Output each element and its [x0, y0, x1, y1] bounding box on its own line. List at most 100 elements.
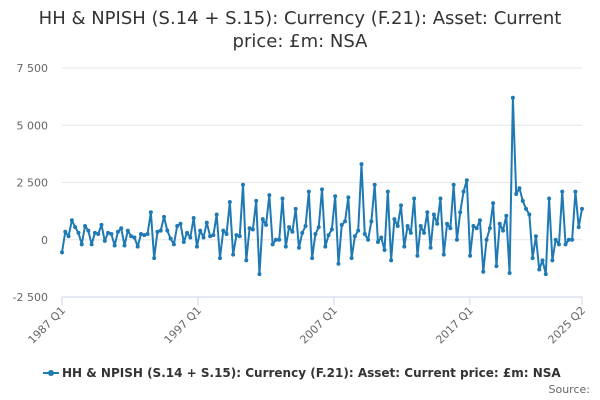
data-point[interactable] — [494, 264, 499, 269]
data-point[interactable] — [204, 220, 209, 225]
data-point[interactable] — [280, 196, 285, 201]
data-point[interactable] — [287, 225, 292, 230]
data-point[interactable] — [224, 232, 229, 237]
data-point[interactable] — [408, 230, 413, 235]
data-point[interactable] — [491, 201, 496, 206]
data-point[interactable] — [349, 256, 354, 261]
data-point[interactable] — [326, 233, 331, 238]
data-point[interactable] — [303, 224, 308, 229]
data-point[interactable] — [392, 217, 397, 222]
data-point[interactable] — [553, 237, 558, 242]
data-point[interactable] — [283, 244, 288, 249]
data-point[interactable] — [221, 228, 226, 233]
data-point[interactable] — [320, 187, 324, 192]
data-point[interactable] — [547, 196, 552, 201]
data-point[interactable] — [76, 230, 81, 235]
data-point[interactable] — [458, 210, 463, 215]
data-point[interactable] — [398, 203, 403, 208]
data-point[interactable] — [379, 235, 384, 240]
data-point[interactable] — [418, 224, 423, 229]
data-point[interactable] — [234, 233, 239, 238]
data-point[interactable] — [191, 216, 196, 220]
data-point[interactable] — [382, 248, 387, 253]
data-point[interactable] — [405, 224, 410, 229]
data-point[interactable] — [201, 235, 206, 240]
data-point[interactable] — [188, 235, 193, 240]
data-point[interactable] — [194, 244, 199, 249]
data-point[interactable] — [293, 206, 298, 211]
data-point[interactable] — [244, 258, 249, 263]
data-point[interactable] — [86, 228, 91, 233]
data-point[interactable] — [510, 95, 515, 100]
data-point[interactable] — [211, 233, 216, 238]
data-point[interactable] — [524, 206, 529, 211]
data-point[interactable] — [402, 244, 407, 249]
data-point[interactable] — [517, 186, 522, 191]
data-point[interactable] — [135, 244, 140, 249]
data-point[interactable] — [366, 237, 371, 242]
data-point[interactable] — [267, 193, 272, 198]
data-point[interactable] — [115, 229, 120, 234]
data-point[interactable] — [247, 226, 252, 231]
data-point[interactable] — [122, 243, 127, 248]
data-point[interactable] — [563, 242, 568, 247]
data-point[interactable] — [323, 244, 328, 249]
data-point[interactable] — [474, 226, 479, 231]
data-point[interactable] — [237, 234, 242, 239]
data-point[interactable] — [73, 225, 78, 230]
data-point[interactable] — [296, 245, 301, 250]
data-point[interactable] — [60, 250, 64, 255]
data-point[interactable] — [481, 269, 486, 274]
data-point[interactable] — [520, 198, 525, 203]
data-point[interactable] — [310, 256, 315, 261]
data-point[interactable] — [507, 270, 512, 275]
data-point[interactable] — [461, 189, 466, 194]
data-point[interactable] — [556, 242, 561, 247]
data-point[interactable] — [214, 212, 219, 217]
data-point[interactable] — [451, 182, 456, 187]
data-point[interactable] — [580, 206, 584, 211]
data-point[interactable] — [454, 237, 459, 242]
data-point[interactable] — [270, 242, 275, 247]
data-point[interactable] — [138, 232, 143, 237]
data-point[interactable] — [264, 222, 269, 227]
data-point[interactable] — [83, 224, 88, 229]
data-point[interactable] — [468, 253, 473, 258]
data-point[interactable] — [96, 232, 101, 237]
data-point[interactable] — [217, 256, 222, 261]
data-point[interactable] — [514, 191, 519, 196]
data-point[interactable] — [497, 221, 502, 226]
data-point[interactable] — [540, 258, 545, 263]
data-point[interactable] — [428, 245, 433, 250]
data-point[interactable] — [543, 272, 548, 277]
data-point[interactable] — [99, 222, 104, 227]
data-point[interactable] — [477, 218, 482, 223]
data-point[interactable] — [290, 229, 295, 234]
data-point[interactable] — [504, 213, 509, 218]
data-point[interactable] — [171, 242, 176, 247]
data-point[interactable] — [533, 234, 538, 239]
data-point[interactable] — [257, 272, 262, 277]
data-point[interactable] — [389, 258, 394, 263]
data-point[interactable] — [313, 232, 318, 237]
data-point[interactable] — [129, 234, 134, 239]
data-point[interactable] — [132, 235, 137, 240]
data-point[interactable] — [181, 240, 186, 245]
data-point[interactable] — [254, 198, 259, 203]
data-point[interactable] — [102, 238, 107, 243]
data-point[interactable] — [79, 242, 84, 247]
data-point[interactable] — [441, 252, 446, 257]
data-point[interactable] — [484, 237, 489, 242]
data-point[interactable] — [178, 221, 183, 226]
data-point[interactable] — [277, 237, 282, 242]
data-point[interactable] — [445, 221, 450, 226]
data-point[interactable] — [162, 214, 167, 219]
data-point[interactable] — [333, 194, 338, 199]
data-point[interactable] — [125, 228, 130, 233]
data-point[interactable] — [231, 252, 236, 257]
data-point[interactable] — [369, 219, 374, 224]
data-point[interactable] — [250, 227, 255, 232]
data-point[interactable] — [395, 224, 400, 229]
data-point[interactable] — [273, 237, 278, 242]
data-point[interactable] — [109, 232, 114, 237]
